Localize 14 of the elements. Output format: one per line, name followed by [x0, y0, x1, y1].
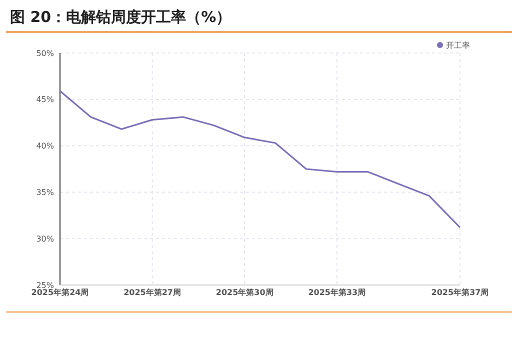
x-tick-label: 2025年第33周: [308, 288, 366, 297]
y-tick-label: 35%: [36, 188, 54, 197]
x-tick-label: 2025年第27周: [124, 288, 182, 297]
y-tick-label: 40%: [36, 142, 54, 151]
y-tick-label: 50%: [36, 48, 54, 58]
x-tick-label: 2025年第24周: [31, 288, 89, 297]
y-tick-label: 30%: [36, 234, 54, 244]
x-tick-label: 2025年第30周: [216, 288, 274, 297]
x-tick-label: 2025年第37周: [431, 288, 489, 297]
chart-title: 图 20：电解钴周度开工率（%）: [10, 8, 232, 26]
line-series: [59, 90, 461, 228]
y-tick-label: 25%: [36, 280, 54, 290]
legend-label: 开工率: [446, 40, 470, 50]
y-tick-label: 45%: [36, 95, 54, 104]
